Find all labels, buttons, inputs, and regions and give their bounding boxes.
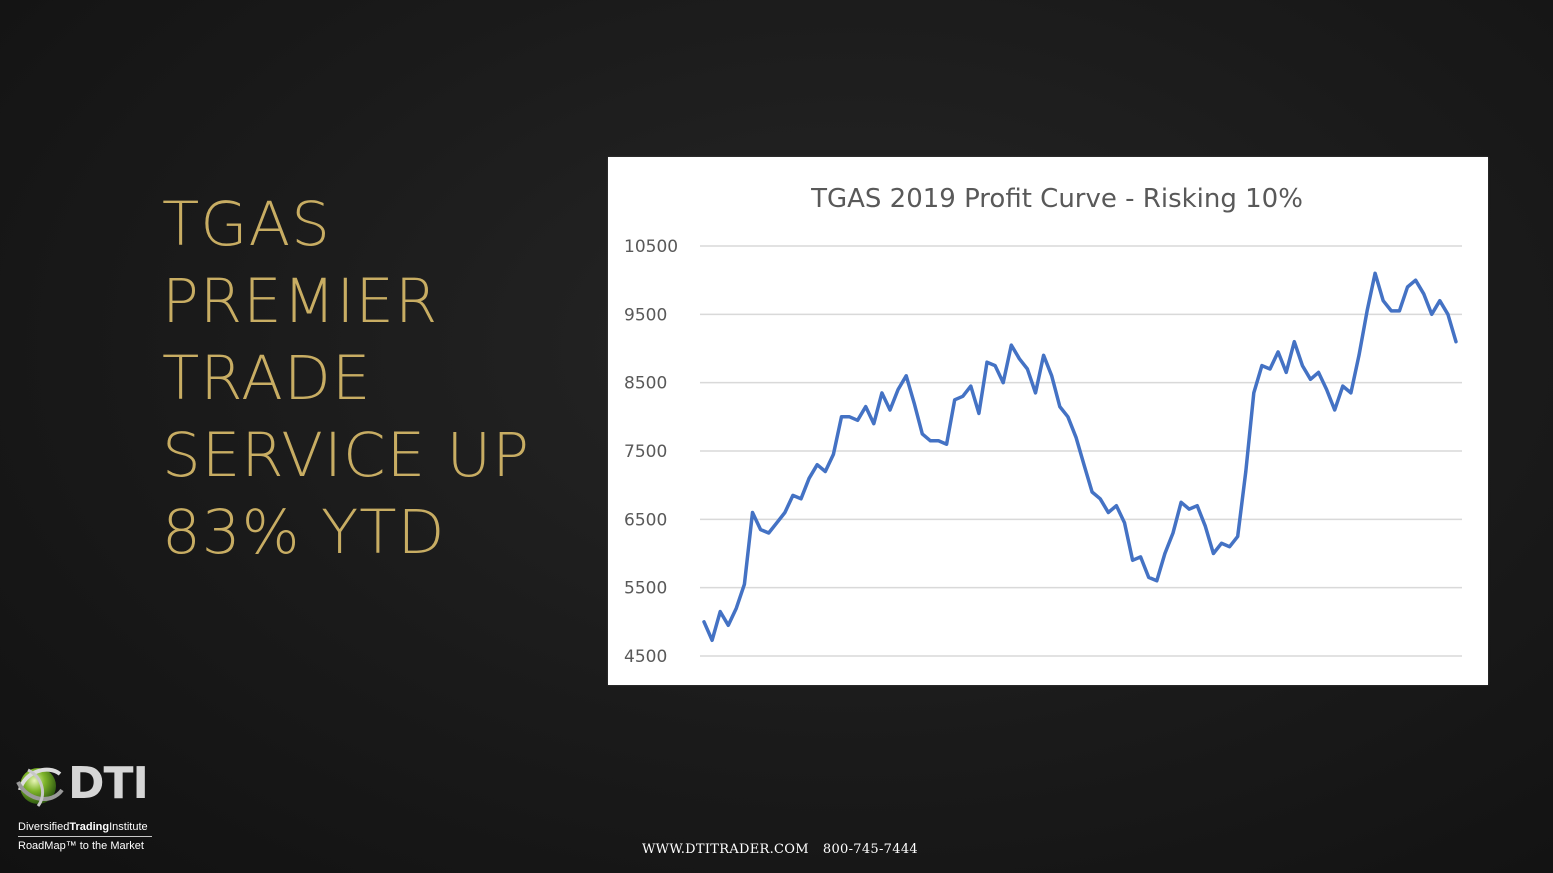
logo-name-part: Diversified (18, 821, 70, 833)
chart-title: TGAS 2019 Profit Curve - Risking 10% (810, 184, 1303, 214)
series-line (702, 271, 1458, 643)
y-tick-label: 9500 (624, 305, 667, 325)
headline-line: 83% YTD (162, 497, 446, 568)
globe-swoosh-icon (16, 767, 64, 807)
y-tick-label: 4500 (624, 647, 667, 667)
footer-website: WWW.DTITRADER.COM (642, 842, 809, 857)
y-tick-label: 8500 (624, 374, 667, 394)
y-tick-label: 10500 (624, 237, 678, 257)
footer: WWW.DTITRADER.COM 800-745-7444 (642, 842, 918, 857)
logo-name-part: Institute (109, 821, 148, 833)
logo-caption: DiversifiedTradingInstitute RoadMap™ to … (18, 820, 168, 854)
headline-line: PREMIER (162, 266, 439, 337)
headline-line: TGAS (162, 189, 331, 260)
y-tick-label: 6500 (624, 510, 667, 530)
profit-curve-chart: TGAS 2019 Profit Curve - Risking 10% 4500… (608, 157, 1488, 685)
dti-logo: DTI DiversifiedTradingInstitute RoadMap™… (14, 756, 174, 856)
headline-line: SERVICE UP (162, 420, 530, 491)
logo-name-bold: Trading (69, 821, 110, 833)
logo-institute-name: DiversifiedTradingInstitute (18, 820, 168, 835)
logo-wordmark: DTI (68, 758, 149, 809)
headline: TGAS PREMIER TRADE SERVICE UP 83% YTD (162, 186, 562, 571)
footer-phone: 800-745-7444 (822, 842, 918, 857)
logo-divider (18, 836, 152, 837)
logo-tagline: RoadMap™ to the Market (18, 840, 144, 852)
headline-line: TRADE (162, 343, 372, 414)
y-tick-label: 5500 (624, 579, 667, 599)
chart-svg: TGAS 2019 Profit Curve - Risking 10% 4500… (624, 184, 1462, 667)
y-tick-label: 7500 (624, 442, 667, 462)
